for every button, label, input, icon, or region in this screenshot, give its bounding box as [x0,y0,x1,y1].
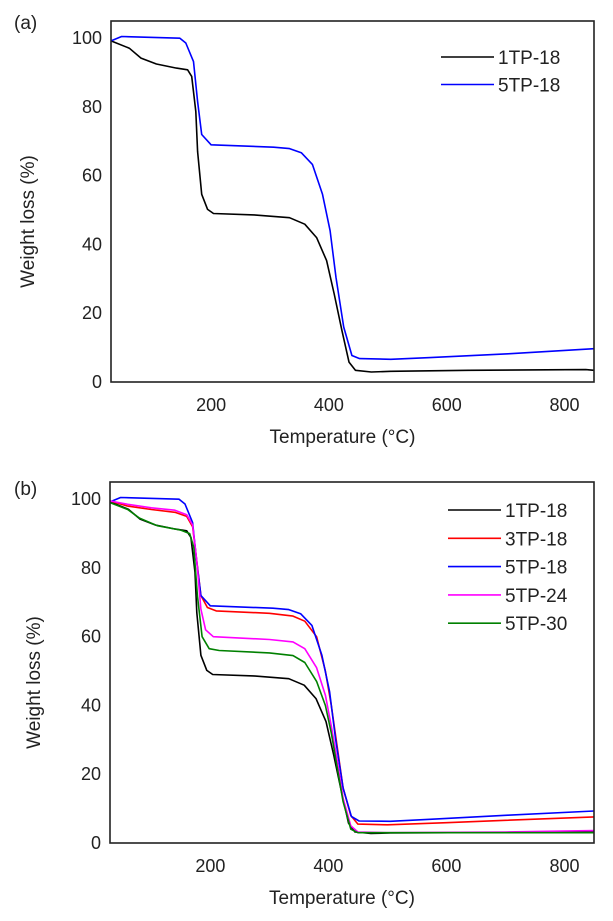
chart-panel-b: 200 400 600 800 0 20 40 60 80 100 Temperature (°C)… [14,479,595,909]
y-tick-label: 20 [82,303,102,323]
y-tick-label: 40 [82,234,102,254]
legend: 1TP-18 5TP-18 [441,48,560,97]
legend-label: 1TP-18 [498,48,560,69]
x-axis-label: Temperature (°C) [269,888,415,909]
x-tick-label: 800 [550,395,580,415]
y-tick-label: 0 [91,833,101,853]
x-tick-label: 400 [314,395,344,415]
x-axis-label: Temperature (°C) [270,427,416,448]
chart-panel-a: 200 400 600 800 0 20 40 60 80 100 Temperature (°C)… [14,13,595,448]
series-line-5tp-18 [109,496,595,823]
y-tick-label: 60 [81,627,101,647]
plot-frame [110,20,595,383]
legend-label: 5TP-24 [505,586,568,607]
x-tick-label: 600 [432,395,462,415]
y-tick-label: 80 [82,97,102,117]
y-tick-label: 80 [81,558,101,578]
y-tick-label: 100 [72,28,102,48]
panel-label: (a) [14,13,37,34]
series-line-1tp-18 [110,40,595,373]
series-line-5tp-18 [110,35,595,361]
legend-label: 5TP-18 [498,76,560,97]
series-line-5tp-24 [109,500,595,834]
legend-label: 1TP-18 [505,501,567,522]
y-axis-label: Weight loss (%) [18,155,39,288]
series-line-3tp-18 [109,500,595,826]
x-tick-label: 200 [195,856,225,876]
series-line-5tp-30 [109,501,594,834]
y-axis-label: Weight loss (%) [24,616,45,749]
x-tick-label: 800 [549,856,579,876]
y-tick-label: 60 [82,166,102,186]
legend-label: 5TP-18 [505,558,567,579]
y-tick-label: 100 [71,489,101,509]
legend: 1TP-18 3TP-18 5TP-18 5TP-24 5TP-30 [448,501,568,635]
y-tick-label: 40 [81,695,101,715]
y-tick-label: 20 [81,764,101,784]
plot-frame [109,481,595,844]
legend-label: 5TP-30 [505,614,567,635]
x-tick-label: 200 [196,395,226,415]
x-tick-label: 600 [431,856,461,876]
y-tick-label: 0 [92,372,102,392]
panel-label: (b) [14,479,37,500]
legend-label: 3TP-18 [505,529,567,550]
x-tick-label: 400 [313,856,343,876]
series-line-1tp-18 [109,501,595,835]
